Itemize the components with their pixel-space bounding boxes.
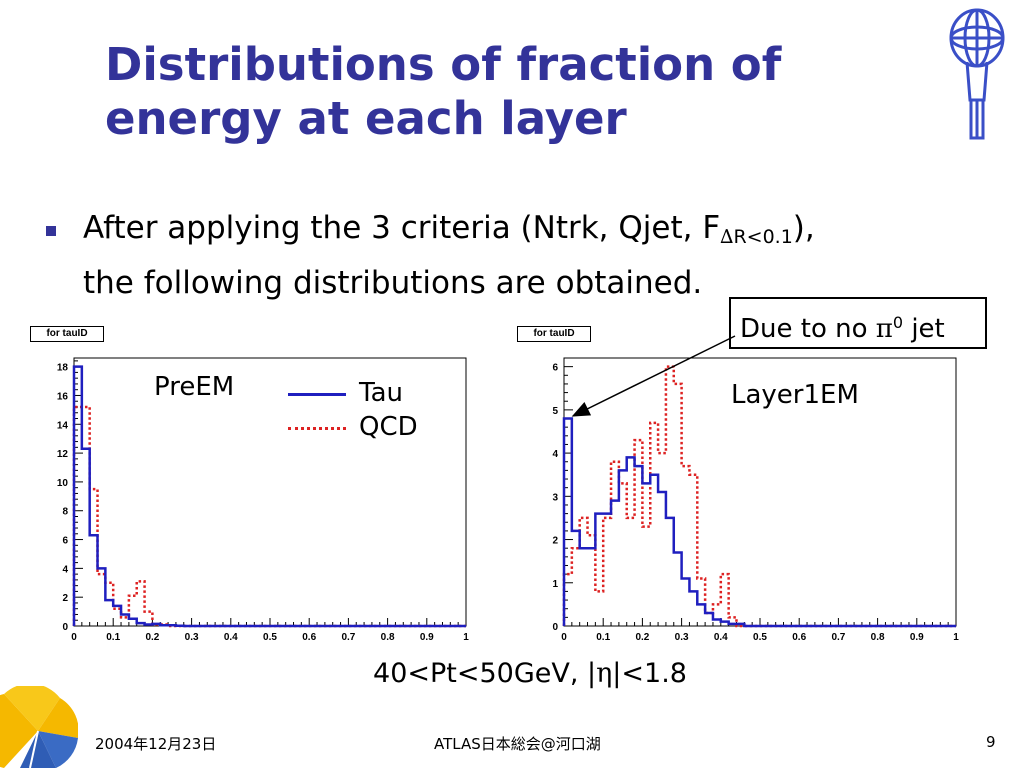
- legend-tau-label: Tau: [359, 378, 403, 408]
- y-tick-label: 3: [552, 492, 558, 503]
- x-tick-label: 0.8: [381, 632, 395, 643]
- x-tick-label: 0.2: [635, 632, 649, 643]
- y-tick-label: 6: [552, 363, 558, 374]
- x-tick-label: 0.9: [420, 632, 434, 643]
- y-tick-label: 4: [62, 564, 68, 575]
- y-tick-label: 16: [57, 391, 69, 402]
- x-tick-label: 0: [71, 632, 77, 643]
- x-tick-label: 0.2: [145, 632, 159, 643]
- y-tick-label: 12: [57, 449, 69, 460]
- x-tick-label: 1: [953, 632, 959, 643]
- plot-tag-preem: for tauID: [30, 326, 104, 342]
- slide-number: 9: [986, 733, 996, 751]
- x-tick-label: 0.3: [675, 632, 689, 643]
- x-tick-label: 0.8: [871, 632, 885, 643]
- series-qcd-line: [72, 405, 466, 628]
- annotation-callout: Due to no π0 jet: [729, 297, 987, 349]
- y-tick-label: 6: [62, 536, 68, 547]
- bullet-line-1: After applying the 3 criteria (Ntrk, Qje…: [83, 210, 815, 248]
- x-tick-label: 0.6: [302, 632, 316, 643]
- series-tau-line: [72, 365, 466, 628]
- series-qcd-line: [562, 365, 956, 628]
- ginkgo-leaf-logo-icon: [0, 686, 78, 768]
- x-tick-label: 0.5: [263, 632, 277, 643]
- y-tick-label: 2: [552, 536, 558, 547]
- histogram-preem: 0 0.1 0.2 0.3 0.4 0.5 0.6 0.7 0.8 0.9 102468101214…: [57, 357, 469, 643]
- y-tick-label: 0: [62, 622, 68, 633]
- x-tick-label: 0.9: [910, 632, 924, 643]
- y-tick-label: 8: [62, 507, 68, 518]
- x-tick-label: 0.5: [753, 632, 767, 643]
- x-tick-label: 0.1: [106, 632, 120, 643]
- y-tick-label: 2: [62, 593, 68, 604]
- x-tick-label: 0.4: [714, 632, 728, 643]
- x-tick-label: 0.1: [596, 632, 610, 643]
- atlas-logo-icon: [949, 8, 1005, 140]
- y-tick-label: 5: [552, 406, 558, 417]
- legend-tau-swatch: [288, 393, 346, 396]
- footer-date: 2004年12月23日: [95, 735, 217, 753]
- y-tick-label: 18: [57, 363, 69, 374]
- plot-tag-layer1em: for tauID: [517, 326, 591, 342]
- plot-label-layer1em: Layer1EM: [731, 380, 859, 410]
- bullet-text: After applying the 3 criteria (Ntrk, Qje…: [83, 205, 983, 306]
- x-tick-label: 0: [561, 632, 567, 643]
- x-tick-label: 1: [463, 632, 469, 643]
- x-tick-label: 0.3: [185, 632, 199, 643]
- y-tick-label: 10: [57, 478, 69, 489]
- bullet-line-2: the following distributions are obtained…: [83, 265, 703, 301]
- legend-qcd-label: QCD: [359, 412, 418, 442]
- plot-frame: [73, 357, 467, 627]
- x-tick-label: 0.7: [831, 632, 845, 643]
- plot-label-preem: PreEM: [154, 372, 235, 402]
- square-bullet-icon: [46, 226, 56, 236]
- kinematic-cut-caption: 40<Pt<50GeV, |η|<1.8: [373, 658, 687, 689]
- legend-qcd-swatch: [288, 427, 346, 430]
- x-tick-label: 0.4: [224, 632, 238, 643]
- y-tick-label: 4: [552, 449, 558, 460]
- x-tick-label: 0.7: [341, 632, 355, 643]
- footer-title: ATLAS日本総会@河口湖: [434, 735, 601, 753]
- y-tick-label: 1: [552, 579, 558, 590]
- slide-title: Distributions of fraction of energy at e…: [105, 38, 782, 145]
- series-tau-line: [562, 417, 956, 628]
- y-tick-label: 0: [552, 622, 558, 633]
- x-tick-label: 0.6: [792, 632, 806, 643]
- y-tick-label: 14: [57, 420, 69, 431]
- histogram-layer1em: 0 0.1 0.2 0.3 0.4 0.5 0.6 0.7 0.8 0.9 1 0 1 2 3 4 5 6: [552, 357, 959, 643]
